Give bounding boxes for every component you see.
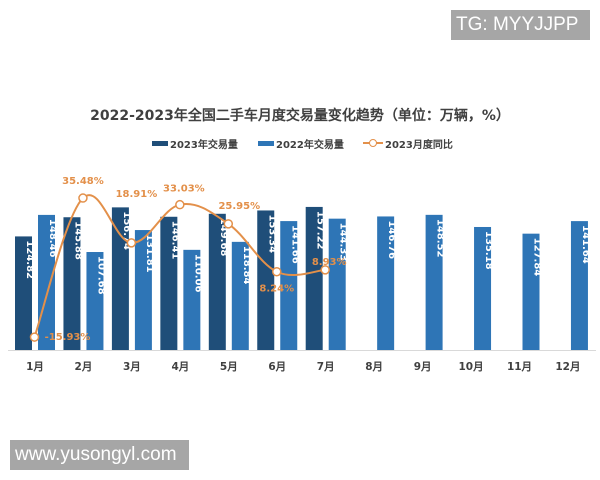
bar-2022[interactable]: 131.81 <box>134 230 155 350</box>
yoy-point-marker[interactable] <box>175 199 185 210</box>
chart-title: 2022-2023年全国二手车月度交易量变化趋势（单位：万辆，%） <box>90 108 510 124</box>
watermark-top: TG: MYYJJPP <box>451 10 590 40</box>
bar-value-label: 110.06 <box>192 254 203 293</box>
x-axis-tick-label: 4月 <box>171 361 189 373</box>
bar-value-label: 148.46 <box>47 219 58 258</box>
yoy-point-marker[interactable] <box>78 193 88 203</box>
watermark-bottom: www.yusongyl.com <box>10 440 189 470</box>
bar-2023[interactable]: 145.88 <box>63 217 83 350</box>
bar-value-label: 145.88 <box>72 221 83 260</box>
bar-value-label: 135.18 <box>483 231 494 270</box>
yoy-point-label: 35.48% <box>62 176 104 187</box>
x-axis-tick-label: 3月 <box>123 361 141 373</box>
yoy-point-label: -15.93% <box>45 332 91 343</box>
legend-label: 2023月度同比 <box>385 139 453 151</box>
bars-layer: 124.82 148.46 145.88 107.68 156.74 131.81 146.… <box>15 206 591 350</box>
yoy-line-layer: -15.93% 35.48% 18.91% 33.03% 25.95% 8.24% 8.93… <box>29 176 347 343</box>
bar-value-label: 131.81 <box>144 234 155 273</box>
bar-2023[interactable]: 146.41 <box>160 216 180 350</box>
bar-2022[interactable]: 146.76 <box>377 216 397 350</box>
bar-value-label: 107.68 <box>95 256 106 295</box>
yoy-point-marker[interactable] <box>272 266 282 277</box>
legend-item-2023-volume[interactable]: 2023年交易量 <box>152 136 238 151</box>
legend-swatch-2023 <box>152 140 168 146</box>
bar-value-label: 153.34 <box>266 214 277 253</box>
x-axis-tick-label: 10月 <box>458 361 483 373</box>
bar-2022[interactable]: 127.84 <box>522 233 543 350</box>
yoy-point-marker[interactable] <box>223 219 234 229</box>
legend-item-2022-volume[interactable]: 2022年交易量 <box>258 136 344 151</box>
x-axis-tick-label: 1月 <box>26 361 44 373</box>
bar-value-label: 118.84 <box>241 246 252 285</box>
x-axis-tick-label: 2月 <box>75 361 93 373</box>
bar-value-label: 149.68 <box>218 218 229 257</box>
x-axis-tick-label: 5月 <box>220 361 238 373</box>
x-axis-labels: 1月 2月 3月 4月 5月 6月 7月 8月 9月 10月 11月 12月 <box>26 361 580 373</box>
yoy-point-marker[interactable] <box>29 332 40 342</box>
legend-label: 2023年交易量 <box>170 139 238 151</box>
legend-label: 2022年交易量 <box>276 139 344 151</box>
bar-value-label: 141.66 <box>289 225 300 264</box>
yoy-point-label: 33.03% <box>163 184 205 195</box>
bar-2022[interactable]: 144.33 <box>328 218 349 350</box>
bar-2022[interactable]: 141.66 <box>280 221 300 350</box>
yoy-point-label: 25.95% <box>218 201 260 212</box>
x-axis-tick-label: 7月 <box>317 361 335 373</box>
line-marker-icon <box>363 138 383 148</box>
bar-value-label: 157.22 <box>315 211 326 250</box>
x-axis-tick-label: 12月 <box>555 361 580 373</box>
legend-swatch-2022 <box>258 140 274 146</box>
yoy-point-label: 8.24% <box>259 284 294 295</box>
x-axis-tick-label: 6月 <box>268 361 286 373</box>
bar-2022[interactable]: 110.06 <box>183 249 203 350</box>
bar-value-label: 156.74 <box>121 211 132 250</box>
x-axis-tick-label: 9月 <box>414 361 432 373</box>
legend-item-2023-yoy[interactable]: 2023月度同比 <box>363 136 453 151</box>
chart-legend: 2023年交易量 2022年交易量 2023月度同比 <box>0 136 600 151</box>
bar-2023[interactable]: 157.22 <box>305 206 326 350</box>
bar-value-label: 148.52 <box>435 219 446 258</box>
x-axis-tick-label: 8月 <box>365 361 383 373</box>
bar-2023[interactable]: 149.68 <box>208 213 229 350</box>
bar-value-label: 124.82 <box>24 240 35 279</box>
yoy-point-marker[interactable] <box>126 238 137 248</box>
x-axis-tick-label: 11月 <box>507 361 532 373</box>
bar-2022[interactable]: 148.46 <box>38 214 58 350</box>
bar-2022[interactable]: 107.68 <box>86 252 106 350</box>
bar-2022[interactable]: 118.84 <box>231 241 252 350</box>
yoy-point-marker[interactable] <box>320 265 330 275</box>
bar-value-label: 127.84 <box>532 238 543 277</box>
yoy-point-label: 18.91% <box>116 189 158 200</box>
bar-2023[interactable]: 124.82 <box>15 236 35 350</box>
bar-2022[interactable]: 141.64 <box>570 221 591 350</box>
bar-2022[interactable]: 135.18 <box>474 226 494 350</box>
bar-2023[interactable]: 153.34 <box>257 210 277 350</box>
bar-value-label: 144.33 <box>338 223 349 262</box>
bar-value-label: 141.64 <box>580 225 591 264</box>
yoy-point-label: 8.93% <box>312 257 347 268</box>
bar-value-label: 146.76 <box>386 220 397 259</box>
bar-2022[interactable]: 148.52 <box>425 214 446 350</box>
bar-value-label: 146.41 <box>169 221 180 260</box>
bar-2023[interactable]: 156.74 <box>111 207 132 350</box>
